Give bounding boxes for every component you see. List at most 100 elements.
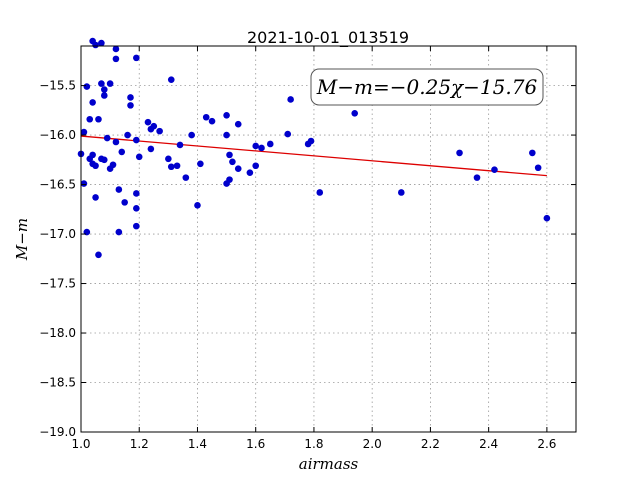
data-point: [92, 194, 99, 201]
data-point: [316, 189, 324, 196]
x-tick-label: 1.6: [246, 437, 265, 451]
data-point: [133, 136, 140, 144]
data-point: [287, 96, 294, 103]
data-point: [112, 45, 120, 53]
data-point: [86, 115, 94, 123]
data-point: [118, 148, 126, 156]
data-point: [100, 86, 108, 93]
plot-frame: [80, 45, 577, 433]
y-tick-label: −16.5: [39, 178, 76, 192]
x-tick-label: 1.8: [304, 437, 323, 451]
data-point: [135, 153, 143, 161]
data-point: [95, 115, 102, 123]
data-point: [182, 174, 190, 181]
x-tick-label: 2.4: [479, 437, 498, 451]
data-point: [103, 134, 111, 142]
data-point: [534, 164, 542, 172]
y-tick-label: −17.0: [39, 227, 76, 241]
data-point: [100, 156, 108, 164]
data-point: [89, 99, 96, 106]
fit-line: [80, 135, 547, 177]
data-point: [100, 92, 108, 99]
data-point: [147, 145, 155, 153]
data-point: [89, 151, 96, 159]
data-point: [194, 202, 201, 209]
data-point: [188, 131, 195, 139]
data-point: [226, 176, 233, 183]
y-tick-label: −16.0: [39, 128, 76, 142]
data-point: [397, 189, 405, 196]
y-tick-label: −18.5: [39, 376, 76, 390]
fit-line-layer: [80, 135, 547, 177]
fit-equation-frame: [310, 68, 544, 106]
data-point: [491, 166, 498, 174]
data-point: [127, 94, 134, 101]
data-point: [529, 149, 536, 157]
grid: [80, 46, 576, 433]
data-point: [133, 54, 140, 62]
data-point: [92, 162, 99, 170]
data-points: [77, 37, 551, 259]
x-tick-label: 2.6: [537, 437, 556, 451]
data-point: [133, 205, 140, 212]
data-point: [252, 162, 260, 170]
data-point: [80, 180, 88, 187]
data-point: [121, 199, 128, 206]
x-tick-label: 2.0: [363, 437, 382, 451]
axis-ticks: 1.0 1.2 1.4 1.6 1.8 2.0 2.2 2.4 2.6 −15.5 −16.0 −16…: [39, 46, 576, 451]
data-point: [307, 137, 315, 145]
y-tick-label: −19.0: [39, 425, 76, 439]
data-point: [229, 158, 236, 166]
x-tick-label: 2.2: [421, 437, 440, 451]
chart-title: 2021-10-01_013519: [247, 28, 409, 48]
data-point: [167, 163, 175, 171]
data-point: [98, 39, 105, 47]
fit-equation-box: M−m=−0.25χ−15.76: [310, 68, 544, 106]
data-point: [226, 151, 233, 159]
data-point: [351, 110, 359, 117]
data-point: [173, 162, 181, 170]
y-axis-label: M−m: [13, 218, 31, 261]
data-point: [223, 111, 230, 119]
data-point: [83, 83, 91, 90]
data-point: [284, 130, 292, 138]
data-point: [234, 120, 242, 128]
data-point: [95, 251, 102, 259]
data-point: [115, 228, 123, 236]
x-tick-label: 1.4: [188, 437, 207, 451]
data-point: [176, 141, 184, 149]
data-point: [150, 122, 158, 130]
data-point: [543, 214, 551, 222]
data-point: [165, 155, 172, 163]
y-tick-label: −18.0: [39, 326, 76, 340]
data-point: [144, 118, 152, 126]
x-axis-label: airmass: [299, 455, 359, 473]
data-point: [115, 186, 123, 193]
y-tick-label: −15.5: [39, 79, 76, 93]
data-point: [223, 131, 230, 139]
data-point: [124, 131, 131, 139]
x-tick-label: 1.2: [130, 437, 149, 451]
data-point: [246, 169, 254, 176]
data-point: [106, 80, 114, 87]
fit-equation-label: M−m=−0.25χ−15.76: [316, 75, 538, 99]
data-point: [456, 149, 463, 157]
data-point: [208, 117, 216, 125]
y-tick-label: −17.5: [39, 277, 76, 291]
data-point: [167, 76, 175, 83]
data-point: [473, 174, 481, 181]
data-point: [127, 102, 134, 109]
data-point: [80, 128, 88, 136]
data-point: [258, 144, 265, 152]
data-point: [133, 222, 140, 230]
data-point: [112, 138, 120, 146]
data-point: [98, 80, 105, 87]
data-point: [112, 55, 120, 63]
data-point: [234, 165, 242, 173]
data-point: [266, 140, 274, 148]
data-point: [252, 142, 260, 150]
data-point: [202, 113, 210, 121]
data-point: [197, 160, 204, 168]
data-point: [92, 41, 99, 49]
